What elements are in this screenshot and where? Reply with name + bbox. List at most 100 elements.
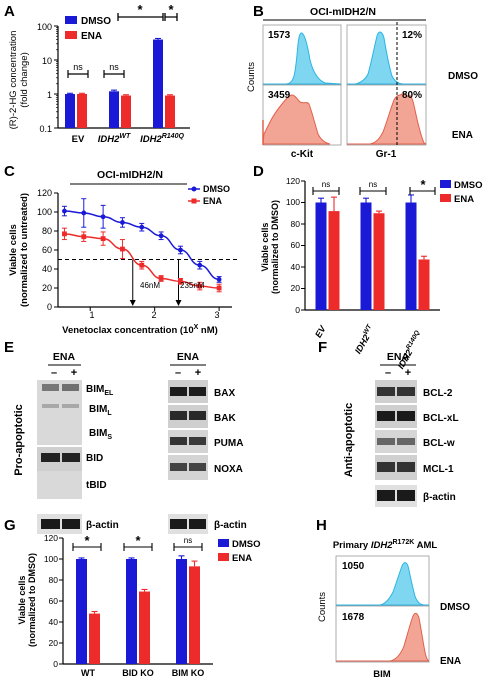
panel-b-gr1-ena-pct: 80% <box>402 90 422 101</box>
panel-g-sig-brackets <box>72 543 203 551</box>
blot-band <box>397 387 415 396</box>
bar-ena <box>89 613 100 664</box>
blot-bak <box>168 405 208 428</box>
blot-band <box>62 519 80 529</box>
label-tbid: tBID <box>86 480 107 491</box>
panel-g-ylabel-2: (normalized to DMSO) <box>27 553 37 647</box>
panel-c: OCI-mIDH2/N Viable cells (normalized to … <box>8 169 238 336</box>
panel-g-xlabel-bimko: BIM KO <box>172 668 205 678</box>
panel-d-legend-ena: ENA <box>454 194 474 205</box>
point-dmso <box>158 233 164 239</box>
panel-c-title: OCI-mIDH2/N <box>97 169 163 181</box>
panel-h-ylabel: Counts <box>317 592 328 622</box>
blot-band <box>397 411 415 421</box>
panel-d-yticks: 0 20 40 60 80 100 120 <box>286 176 300 315</box>
label-actin-f: β-actin <box>423 492 456 503</box>
panel-c-xticks: 1 2 3 <box>89 310 219 320</box>
blot-band <box>189 411 206 420</box>
point-ena <box>62 231 67 237</box>
panel-d: Viable cells (normalized to DMSO) 0 20 4… <box>260 176 483 371</box>
panel-c-ytick: 20 <box>42 283 52 293</box>
panel-d-xlabel-wt-base: IDH2 <box>353 333 372 356</box>
panel-d-ytick: 0 <box>295 305 300 315</box>
panel-g-ytick: 20 <box>49 638 59 648</box>
bar-dmso <box>126 559 137 664</box>
legend-dmso-swatch <box>65 16 77 24</box>
panel-a-ns-brackets <box>67 70 125 78</box>
point-dmso <box>120 220 125 225</box>
panel-f-side-label: Anti-apoptotic <box>343 403 355 478</box>
blot-band <box>397 462 415 472</box>
label-bim-el: BIM <box>86 384 104 395</box>
panel-a-sig-star-2: * <box>168 2 174 17</box>
blot-band <box>189 437 206 445</box>
panel-letter-g: G <box>4 517 16 534</box>
blot-band <box>41 453 60 462</box>
blot-band <box>189 463 206 471</box>
panel-a-xlabel-wt-base: IDH2 <box>98 134 120 145</box>
panel-b-gr1-ena-histogram <box>347 93 427 145</box>
panel-c-ytick: 80 <box>42 226 52 236</box>
panel-b-row-ena: ENA <box>452 130 473 141</box>
panel-a-ytick: 1 <box>47 90 52 100</box>
panel-g-plot <box>59 537 213 665</box>
blot-band <box>42 404 59 408</box>
blot-bclw <box>375 430 417 453</box>
panel-h-row-dmso: DMSO <box>440 602 470 613</box>
panel-e-minus-left: – <box>51 367 57 379</box>
blot-tbid <box>37 471 82 499</box>
label-bim-s: BIM <box>89 428 107 439</box>
panel-h-title-post: AML <box>414 540 437 551</box>
blot-band <box>189 519 206 529</box>
point-dmso <box>100 214 106 220</box>
panel-e-plus-left: + <box>71 367 77 379</box>
panel-d-ylabel-2: (normalized to DMSO) <box>270 200 280 294</box>
bar-ena <box>328 211 340 310</box>
panel-d-xlabel-mut-sup: R140Q <box>405 330 421 351</box>
bar-ena <box>139 591 150 664</box>
blot-puma <box>168 430 208 453</box>
panel-g: Viable cells (normalized to DMSO) 0 20 4… <box>17 533 261 678</box>
point-dmso <box>62 208 67 214</box>
panel-a-xlabel-mut-sup: R140Q <box>162 133 185 140</box>
panel-g-yticks: 0 20 40 60 80 100 120 <box>44 533 58 669</box>
blot-band <box>170 387 187 396</box>
label-bim-el-sub: EL <box>104 390 114 397</box>
panel-c-ic50-ena: 46nM <box>140 281 160 290</box>
panel-d-xlabel-ev: EV <box>313 323 328 339</box>
panel-b-gr1-dmso-pct: 12% <box>402 30 422 41</box>
panel-g-ytick: 60 <box>49 596 59 606</box>
panel-c-xtick: 1 <box>89 310 94 320</box>
panel-d-ns-2: ns <box>369 180 377 189</box>
panel-f: ENA – + Anti-apoptotic BCL-2 BCL-xL BCL-… <box>343 351 459 507</box>
panel-g-legend-ena-swatch <box>218 553 229 561</box>
point-dmso <box>216 277 222 282</box>
panel-a-ylabel-2: (fold change) <box>19 52 30 107</box>
point-ena <box>216 285 222 291</box>
panel-b-xlabel-ckit: c-Kit <box>291 149 314 160</box>
panel-letter-h: H <box>316 517 327 534</box>
panel-c-ytick: 0 <box>47 302 52 312</box>
panel-d-legend-dmso-swatch <box>440 180 451 188</box>
point-ena <box>100 236 106 241</box>
bar-dmso <box>176 559 187 664</box>
panel-e-plus-right: + <box>195 367 201 379</box>
label-noxa: NOXA <box>214 464 243 475</box>
svg-text:Venetoclax concentration (10X: Venetoclax concentration (10X nM) <box>62 324 218 336</box>
panel-a-xlabel-wt-sup: WT <box>119 133 131 140</box>
bar-dmso <box>153 39 163 128</box>
blot-band <box>189 387 206 396</box>
panel-h-dmso-mfi: 1050 <box>342 561 365 572</box>
panel-a-ns-1: ns <box>73 62 83 72</box>
panel-h-title-pre: Primary <box>333 540 371 551</box>
label-bim-l-sub: L <box>107 410 112 417</box>
panel-c-ytick: 60 <box>42 245 52 255</box>
panel-letter-a: A <box>4 3 15 20</box>
panel-c-yticks: 0 20 40 60 80 100 120 <box>37 188 52 312</box>
panel-d-legend-ena-swatch <box>440 194 451 202</box>
blot-band <box>397 490 415 501</box>
bar-dmso <box>405 202 417 310</box>
label-actin-right: β-actin <box>214 520 247 531</box>
panel-a-ns-2: ns <box>109 62 119 72</box>
panel-c-xlabel-sup: X <box>194 324 199 331</box>
